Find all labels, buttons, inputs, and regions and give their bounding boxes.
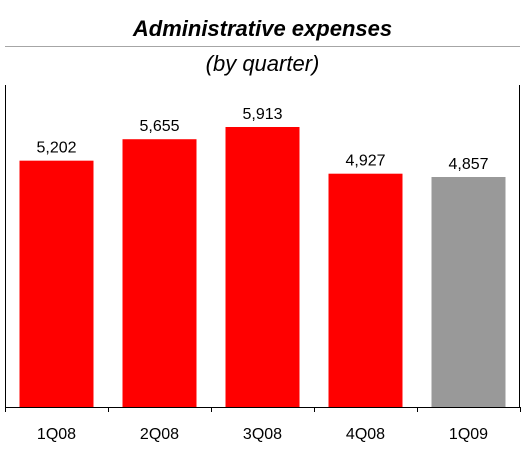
tick-label-4q08: 4Q08 <box>346 426 385 443</box>
bar-3q08 <box>225 127 300 407</box>
value-label-2q08: 5,655 <box>139 118 179 135</box>
value-label-4q08: 4,927 <box>345 153 385 170</box>
tick-label-2q08: 2Q08 <box>140 426 179 443</box>
chart-title: Administrative expenses <box>132 16 393 41</box>
tick-label-1q09: 1Q09 <box>449 426 488 443</box>
plot-frame <box>5 85 520 407</box>
tick-label-1q08: 1Q08 <box>37 426 76 443</box>
bars-group <box>19 127 506 407</box>
value-label-1q09: 4,857 <box>448 156 488 173</box>
bar-1q08 <box>19 160 94 407</box>
value-labels-group: 5,202 5,655 5,913 4,927 4,857 <box>36 106 488 173</box>
bar-2q08 <box>122 139 197 407</box>
tick-label-3q08: 3Q08 <box>243 426 282 443</box>
x-axis: 1Q08 2Q08 3Q08 4Q08 1Q09 <box>5 407 521 443</box>
chart-subtitle: (by quarter) <box>205 51 320 76</box>
bar-4q08 <box>328 173 403 407</box>
value-label-1q08: 5,202 <box>36 140 76 157</box>
bar-1q09 <box>431 177 506 407</box>
value-label-3q08: 5,913 <box>242 106 282 123</box>
title-divider <box>5 46 520 47</box>
